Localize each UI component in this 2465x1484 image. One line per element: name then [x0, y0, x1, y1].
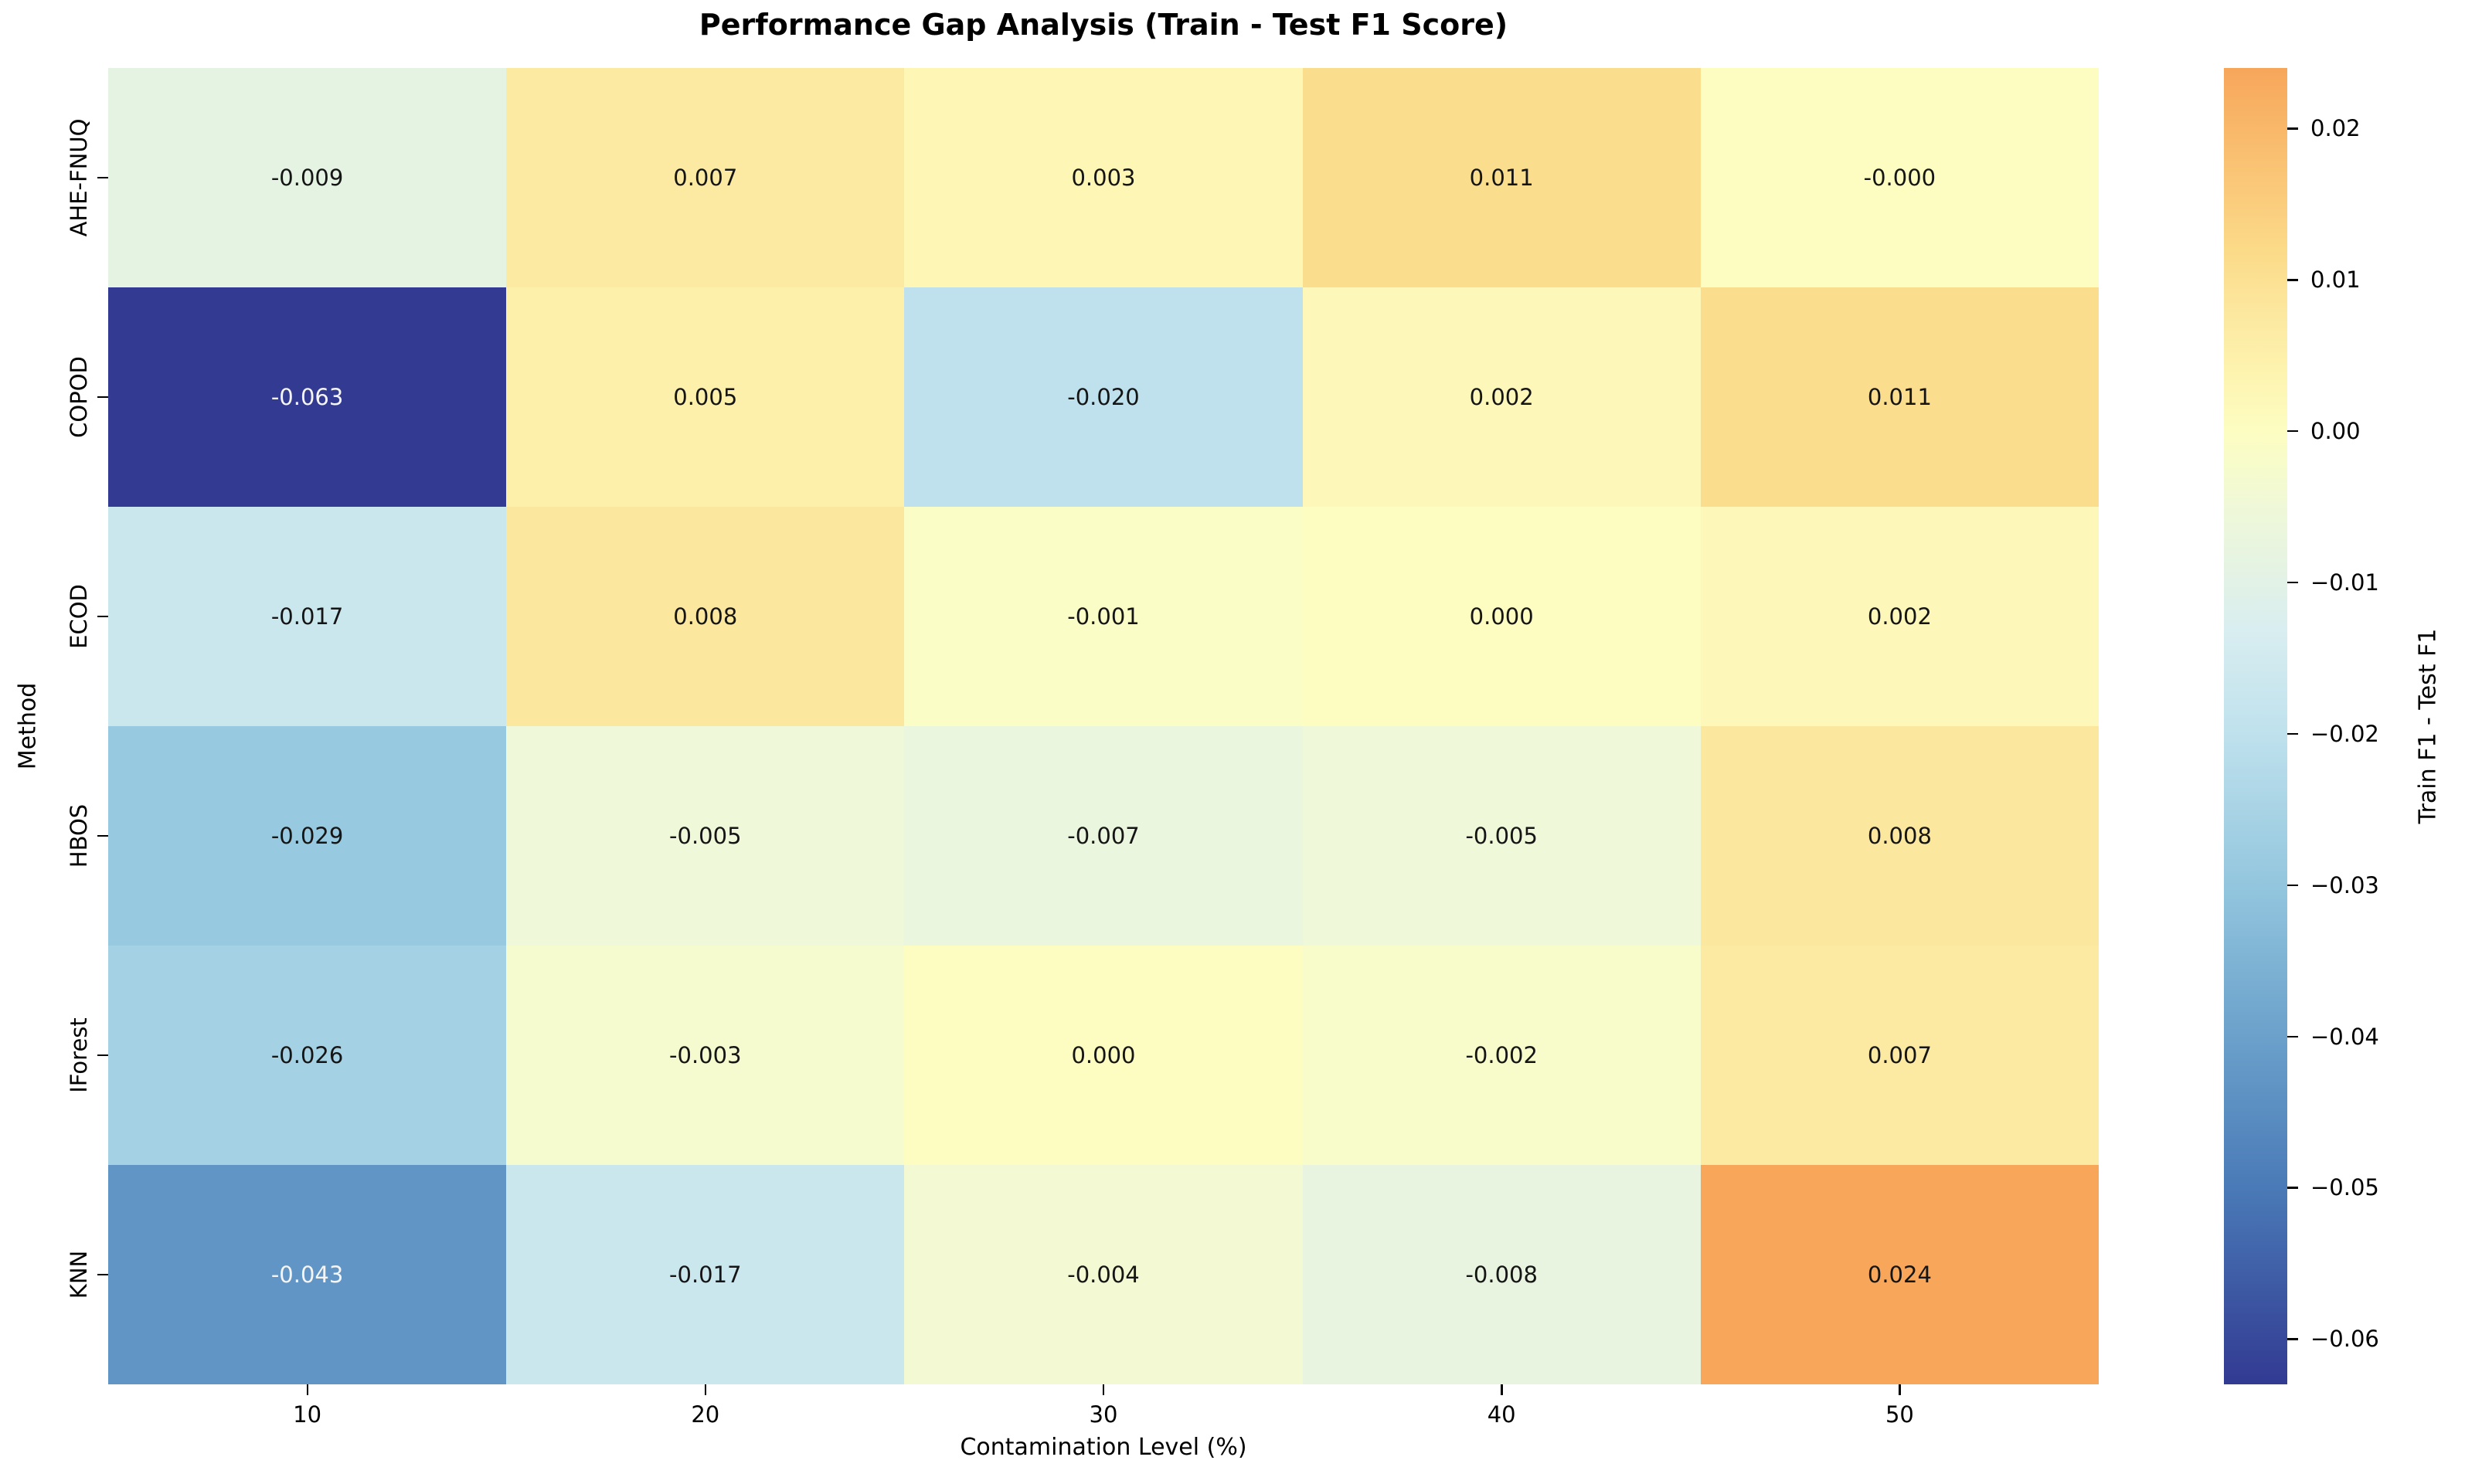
heatmap-cell: -0.007: [904, 726, 1303, 946]
colorbar-tick-label: 0.00: [2310, 418, 2361, 445]
tick-mark: [2287, 581, 2298, 584]
chart-title: Performance Gap Analysis (Train - Test F…: [699, 8, 1508, 42]
heatmap-cell: -0.017: [108, 507, 507, 726]
y-axis-label: Method: [14, 682, 42, 770]
colorbar-tick-label: −0.01: [2310, 569, 2379, 596]
tick-mark: [1501, 1384, 1503, 1395]
heatmap-cell: 0.000: [1302, 507, 1701, 726]
heatmap-cell: -0.026: [108, 946, 507, 1165]
heatmap-grid: -0.009 0.007 0.003 0.011 -0.000 -0.063 0.005 -0…: [108, 68, 2099, 1384]
heatmap-cell: 0.008: [506, 507, 905, 726]
heatmap-cell: 0.007: [506, 68, 905, 287]
x-tick-label: 50: [1885, 1401, 1914, 1428]
heatmap-cell: -0.020: [904, 287, 1303, 507]
heatmap-cell: 0.000: [904, 946, 1303, 1165]
y-tick-label: ECOD: [66, 584, 92, 649]
y-tick-label: AHE-FNUQ: [66, 118, 92, 237]
tick-mark: [97, 396, 108, 399]
tick-mark: [2287, 127, 2298, 130]
colorbar-tick-label: 0.01: [2310, 267, 2361, 294]
colorbar-tick-label: −0.02: [2310, 720, 2379, 747]
y-tick-label: KNN: [66, 1250, 92, 1299]
heatmap-cell: -0.003: [506, 946, 905, 1165]
heatmap-cell: -0.009: [108, 68, 507, 287]
tick-mark: [1103, 1384, 1105, 1395]
tick-mark: [97, 835, 108, 837]
heatmap-cell: -0.004: [904, 1165, 1303, 1384]
colorbar-tick-label: 0.02: [2310, 115, 2361, 142]
x-tick-label: 40: [1487, 1401, 1516, 1428]
colorbar-gradient: [2224, 68, 2287, 1384]
heatmap-cell: -0.008: [1302, 1165, 1701, 1384]
tick-mark: [2287, 279, 2298, 281]
tick-mark: [1899, 1384, 1901, 1395]
heatmap-cell: -0.063: [108, 287, 507, 507]
colorbar-tick-label: −0.04: [2310, 1023, 2379, 1050]
tick-mark: [306, 1384, 308, 1395]
heatmap-cell: -0.000: [1700, 68, 2099, 287]
tick-mark: [2287, 732, 2298, 735]
heatmap-cell: -0.017: [506, 1165, 905, 1384]
tick-mark: [97, 177, 108, 179]
y-tick-label: COPOD: [66, 356, 92, 438]
heatmap-cell: -0.001: [904, 507, 1303, 726]
heatmap-cell: 0.011: [1302, 68, 1701, 287]
y-tick-label: IForest: [66, 1017, 92, 1093]
tick-mark: [704, 1384, 707, 1395]
tick-mark: [2287, 430, 2298, 433]
tick-mark: [2287, 884, 2298, 887]
x-tick-label: 10: [293, 1401, 322, 1428]
colorbar-tick-label: −0.06: [2310, 1326, 2379, 1353]
heatmap-cell: -0.005: [506, 726, 905, 946]
heatmap-cell: 0.024: [1700, 1165, 2099, 1384]
heatmap-cell: -0.043: [108, 1165, 507, 1384]
tick-mark: [2287, 1187, 2298, 1189]
heatmap-cell: 0.007: [1700, 946, 2099, 1165]
heatmap-cell: 0.002: [1302, 287, 1701, 507]
colorbar-label: Train F1 - Test F1: [2414, 628, 2442, 824]
tick-mark: [2287, 1338, 2298, 1340]
heatmap-cell: -0.002: [1302, 946, 1701, 1165]
x-tick-label: 30: [1089, 1401, 1118, 1428]
colorbar-tick-label: −0.03: [2310, 871, 2379, 898]
x-axis-label: Contamination Level (%): [960, 1434, 1247, 1461]
y-tick-label: HBOS: [66, 803, 92, 868]
heatmap-cell: 0.011: [1700, 287, 2099, 507]
tick-mark: [97, 1274, 108, 1276]
colorbar-tick-label: −0.05: [2310, 1174, 2379, 1201]
heatmap-cell: 0.002: [1700, 507, 2099, 726]
tick-mark: [2287, 1035, 2298, 1037]
heatmap-cell: -0.029: [108, 726, 507, 946]
x-tick-label: 20: [691, 1401, 720, 1428]
tick-mark: [97, 1054, 108, 1057]
heatmap-cell: -0.005: [1302, 726, 1701, 946]
tick-mark: [97, 616, 108, 618]
heatmap-cell: 0.008: [1700, 726, 2099, 946]
heatmap-cell: 0.003: [904, 68, 1303, 287]
heatmap-cell: 0.005: [506, 287, 905, 507]
